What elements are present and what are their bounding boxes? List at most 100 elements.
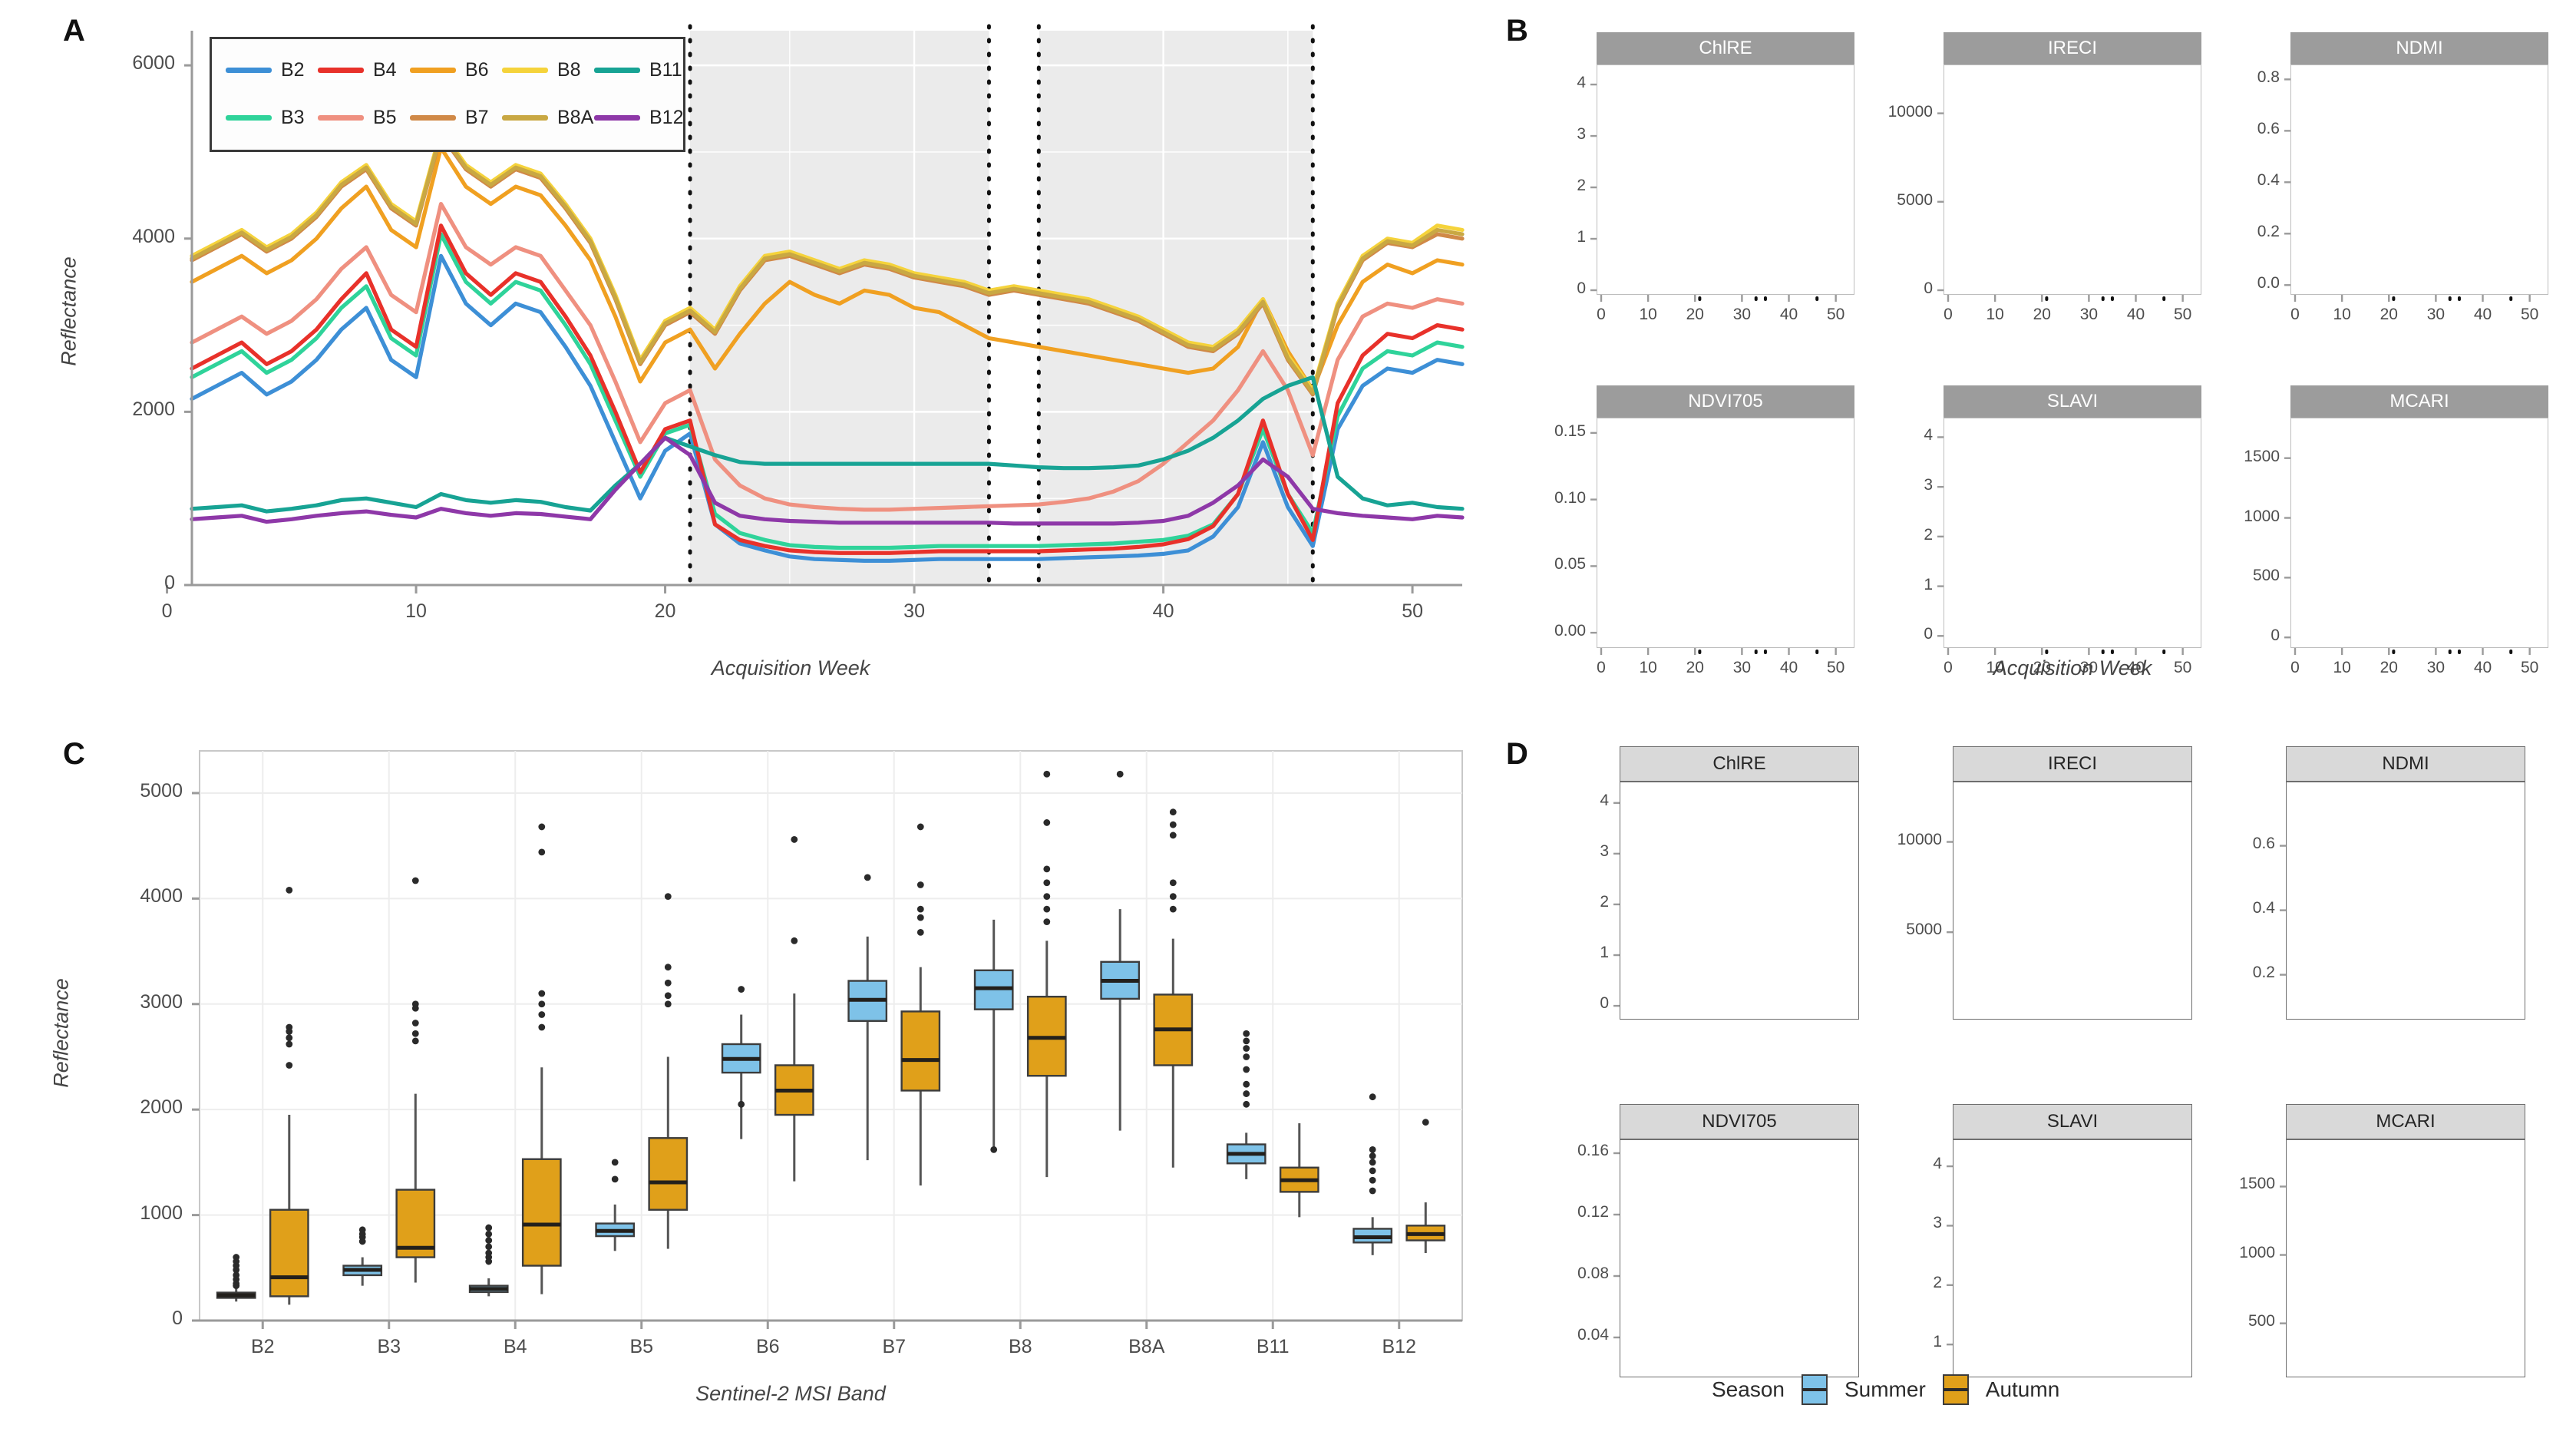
axis-tick-label: 10000 bbox=[1897, 830, 1942, 848]
axis-tick-label: 10 bbox=[1986, 659, 2004, 676]
axis-tick-label: 0.6 bbox=[2252, 834, 2275, 852]
legend-key-b3 bbox=[226, 115, 272, 121]
axis-tick-label: 1 bbox=[1933, 1333, 1942, 1351]
legend-label: B6 bbox=[465, 59, 489, 81]
facet-title-chlre: ChlRE bbox=[1620, 746, 1859, 782]
axis-tick-label: B12 bbox=[1382, 1336, 1416, 1357]
panel-c-chart: 0 1000 2000 3000 4000 5000 B2 B3 B4 B5 B6 B7 B8 B8A B1… bbox=[0, 714, 1504, 1448]
boxplot-b8a-autumn bbox=[1153, 808, 1194, 1168]
facet-panel-slavi bbox=[1953, 1139, 2192, 1377]
axis-tick-label: 40 bbox=[2473, 306, 2492, 323]
axis-tick-label: B4 bbox=[503, 1336, 527, 1357]
axis-tick-label: 3 bbox=[1933, 1214, 1942, 1232]
series-line-b4 bbox=[190, 223, 1465, 555]
axis-tick-label: 0.05 bbox=[1554, 555, 1586, 574]
axis-tick-label: 0 bbox=[1924, 279, 1933, 297]
legend-item-b5[interactable]: B5 bbox=[318, 107, 397, 129]
boxplot-b3-autumn bbox=[395, 877, 436, 1283]
legend-item-b6[interactable]: B6 bbox=[410, 59, 489, 81]
axis-tick-label: 0 bbox=[1924, 625, 1933, 643]
axis-tick-label: 0 bbox=[1600, 994, 1609, 1013]
axis-tick-label: 10 bbox=[405, 600, 427, 622]
panel-c-label: C bbox=[63, 737, 85, 771]
axis-tick-label: 0.8 bbox=[2257, 68, 2280, 87]
panel-a-label: A bbox=[63, 14, 85, 48]
boxplot-b5-summer bbox=[595, 1159, 636, 1251]
axis-tick-label: 2000 bbox=[140, 1096, 183, 1119]
legend-item-b8[interactable]: B8 bbox=[502, 59, 581, 81]
legend-key-b8 bbox=[502, 68, 548, 73]
legend-key-b5 bbox=[318, 115, 364, 121]
axis-tick-label: 0 bbox=[1944, 659, 1953, 676]
panel-c-y-axis-title: Reflectance bbox=[49, 978, 73, 1088]
axis-tick-label: 2 bbox=[1600, 892, 1609, 911]
boxplot-b7-autumn bbox=[900, 823, 941, 1186]
axis-tick-label: 4000 bbox=[132, 225, 175, 247]
legend-item-b12[interactable]: B12 bbox=[594, 107, 683, 129]
axis-tick-label: 1000 bbox=[140, 1202, 183, 1224]
axis-tick-label: 1 bbox=[1600, 944, 1609, 962]
axis-tick-label: 4 bbox=[1577, 74, 1586, 92]
series-line-b12 bbox=[190, 435, 1465, 526]
axis-tick-label: B11 bbox=[1256, 1336, 1290, 1357]
axis-tick-label: 50 bbox=[2520, 306, 2539, 323]
legend-item-b8a[interactable]: B8A bbox=[502, 107, 593, 129]
legend-item-b2[interactable]: B2 bbox=[226, 59, 305, 81]
axis-tick-label: 1 bbox=[1924, 575, 1933, 593]
facet-title-ndvi705: NDVI705 bbox=[1620, 1104, 1859, 1139]
axis-tick-label: 0.15 bbox=[1554, 422, 1586, 440]
boxplot-b12-summer bbox=[1352, 1093, 1393, 1255]
axis-tick-label: 0 bbox=[2271, 626, 2280, 645]
facet-panel-mcari bbox=[2286, 1139, 2525, 1377]
axis-tick-label: 0 bbox=[1597, 306, 1606, 323]
boxplot-b2-autumn bbox=[269, 886, 309, 1305]
facet-title-slavi: SLAVI bbox=[1953, 1104, 2192, 1139]
facet-panel-ireci bbox=[1953, 782, 2192, 1020]
axis-tick-label: 5000 bbox=[140, 779, 183, 802]
axis-tick-label: 5000 bbox=[1897, 190, 1933, 209]
legend-key-b12 bbox=[594, 115, 640, 121]
legend-key-b8a bbox=[502, 115, 548, 121]
axis-tick-label: 40 bbox=[1779, 659, 1798, 676]
series-line-b11 bbox=[190, 375, 1465, 514]
legend-item-b7[interactable]: B7 bbox=[410, 107, 489, 129]
axis-tick-label: 50 bbox=[2520, 659, 2539, 676]
legend-key-b4 bbox=[318, 68, 364, 73]
axis-tick-label: 1500 bbox=[2244, 447, 2280, 465]
facet-title-ireci: IRECI bbox=[1953, 746, 2192, 782]
legend-label: B8A bbox=[557, 107, 594, 128]
axis-tick-label: 1000 bbox=[2239, 1243, 2275, 1261]
axis-tick-label: 0.08 bbox=[1577, 1265, 1609, 1282]
legend-label: B2 bbox=[281, 59, 305, 81]
boxplot-b8-summer bbox=[973, 919, 1014, 1153]
legend-label: B4 bbox=[373, 59, 397, 81]
axis-tick-label: 0.12 bbox=[1577, 1203, 1609, 1221]
axis-tick-label: 4000 bbox=[140, 885, 183, 907]
axis-tick-label: 30 bbox=[903, 600, 925, 622]
axis-tick-label: 0 bbox=[2290, 306, 2300, 323]
axis-tick-label: 0 bbox=[161, 600, 173, 622]
legend-item-b3[interactable]: B3 bbox=[226, 107, 305, 129]
legend-item-b11[interactable]: B11 bbox=[594, 59, 682, 81]
axis-tick-label: B3 bbox=[377, 1336, 401, 1357]
axis-tick-label: B8 bbox=[1008, 1336, 1032, 1357]
boxplot-b6-autumn bbox=[774, 836, 814, 1182]
axis-tick-label: 40 bbox=[2473, 659, 2492, 676]
axis-tick-label: 0.2 bbox=[2257, 223, 2280, 241]
axis-tick-label: 2000 bbox=[132, 398, 175, 421]
axis-tick-label: 0.04 bbox=[1577, 1326, 1609, 1344]
boxplot-b2-summer bbox=[216, 1254, 256, 1302]
legend-item-b4[interactable]: B4 bbox=[318, 59, 397, 81]
boxplot-b12-autumn bbox=[1405, 1119, 1446, 1254]
axis-tick-label: 3 bbox=[1924, 476, 1933, 494]
legend-key-b11 bbox=[594, 68, 640, 73]
axis-tick-label: 30 bbox=[1732, 659, 1752, 676]
panel-c-x-axis-title: Sentinel-2 MSI Band bbox=[695, 1382, 886, 1405]
axis-tick-label: 6000 bbox=[132, 52, 175, 74]
axis-tick-label: 30 bbox=[1732, 306, 1752, 323]
facet-panel-chlre bbox=[1620, 782, 1859, 1020]
axis-tick-label: 0.0 bbox=[2257, 274, 2280, 293]
axis-tick-label: 0.10 bbox=[1554, 488, 1586, 507]
facet-panel-mcari bbox=[2290, 418, 2548, 648]
legend-label: B8 bbox=[557, 59, 581, 81]
